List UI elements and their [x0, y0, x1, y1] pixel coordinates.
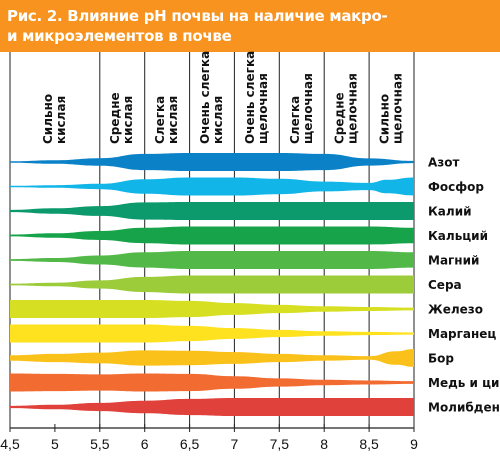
- nutrient-label: Магний: [428, 254, 479, 268]
- figure-title-line-2: и микроэлементов в почве: [7, 27, 232, 45]
- zone-label: Очень слегкащелочная: [243, 51, 270, 144]
- x-tick-label: 9: [410, 436, 418, 452]
- zone-label-line: щелочная: [346, 73, 360, 144]
- zone-label-line: щелочная: [391, 73, 405, 144]
- figure-header: Рис. 2. Влияние pH почвы на наличие макр…: [0, 0, 500, 52]
- zone-label-line: Очень слегка: [198, 51, 212, 144]
- nutrient-labels: Азот Фосфор Калий Кальций Магний Сера Железо Ма…: [428, 156, 500, 415]
- zone-labels: Сильнокислая Среднекислая Слегкакислая Очен…: [41, 51, 405, 144]
- nutrient-bands: [10, 153, 414, 416]
- zone-label-line: Средне: [108, 92, 122, 144]
- zone-label-line: Средне: [333, 92, 347, 144]
- zone-label: Слегкащелочная: [288, 73, 315, 144]
- x-axis: 4,5 5 5,5 6 6,5 7 7,5 8 8,5 9: [0, 424, 418, 452]
- x-tick-label: 6,5: [180, 436, 200, 452]
- zone-label: Сильнокислая: [41, 94, 68, 144]
- nutrient-label: Медь и цинк: [428, 376, 500, 390]
- zone-label-line: Слегка: [153, 96, 167, 144]
- x-tick-label: 6: [141, 436, 149, 452]
- nutrient-label: Азот: [428, 156, 460, 170]
- zone-label-line: щелочная: [301, 73, 315, 144]
- x-tick-label: 8: [320, 436, 328, 452]
- nutrient-label: Калий: [428, 205, 472, 219]
- zone-label: Очень слегкакислая: [198, 51, 225, 144]
- nutrient-label: Молибден: [428, 401, 500, 415]
- nutrient-label: Кальций: [428, 229, 488, 243]
- nutrient-label: Железо: [428, 303, 483, 317]
- zone-label: Среднекислая: [108, 92, 135, 144]
- nutrient-band: [10, 349, 414, 367]
- nutrient-label: Бор: [428, 352, 454, 366]
- x-tick-label: 8,5: [359, 436, 379, 452]
- x-tick-label: 7: [231, 436, 239, 452]
- nutrient-band: [10, 300, 414, 318]
- x-tick-label: 4,5: [0, 436, 20, 452]
- zone-label: Среднещелочная: [333, 73, 360, 144]
- zone-label-line: Слегка: [288, 96, 302, 144]
- figure-title-line-1: Рис. 2. Влияние pH почвы на наличие макр…: [7, 7, 388, 25]
- nutrient-label: Сера: [428, 278, 462, 292]
- zone-label-line: кислая: [54, 96, 68, 144]
- nutrient-band: [10, 177, 414, 196]
- x-tick-label: 5,5: [90, 436, 110, 452]
- zone-label-line: Сильно: [41, 94, 55, 144]
- nutrient-label: Марганец: [428, 327, 496, 341]
- zone-label: Слегкакислая: [153, 96, 180, 144]
- nutrient-band: [10, 373, 414, 392]
- nutrient-band: [10, 153, 414, 171]
- x-tick-label: 7,5: [270, 436, 290, 452]
- zone-label: Сильнощелочная: [378, 73, 405, 144]
- nutrient-band: [10, 324, 414, 343]
- zone-label-line: кислая: [211, 96, 225, 144]
- x-tick-label: 5: [51, 436, 59, 452]
- nutrient-band: [10, 251, 414, 269]
- nutrient-label: Фосфор: [428, 180, 484, 194]
- zone-label-line: кислая: [121, 96, 135, 144]
- zone-label-line: кислая: [166, 96, 180, 144]
- nutrient-band: [10, 398, 414, 416]
- nutrient-band: [10, 202, 414, 220]
- nutrient-band: [10, 226, 414, 245]
- zone-label-line: Сильно: [378, 94, 392, 144]
- zone-label-line: щелочная: [256, 73, 270, 144]
- nutrient-band: [10, 275, 414, 294]
- zone-label-line: Очень слегка: [243, 51, 257, 144]
